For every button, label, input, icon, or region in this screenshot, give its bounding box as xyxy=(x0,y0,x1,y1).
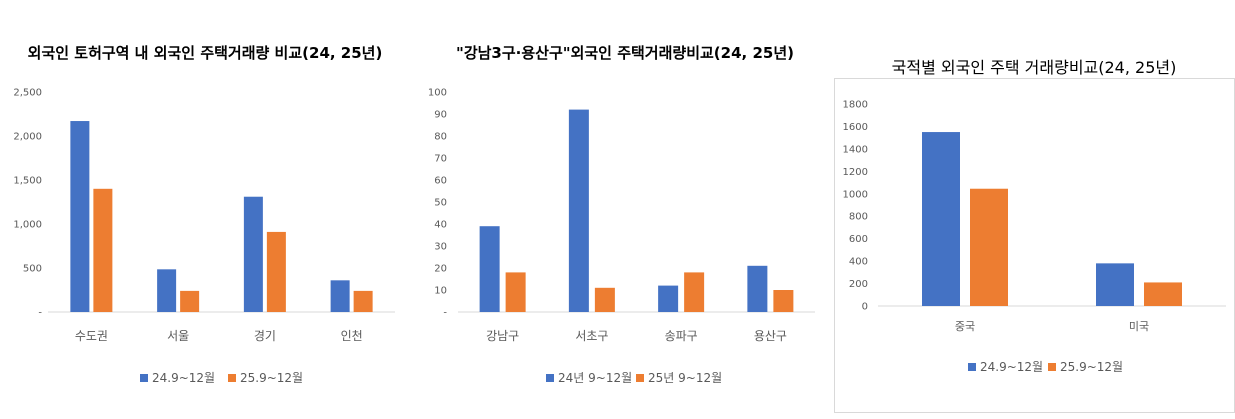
legend-swatch xyxy=(636,374,644,382)
bar-series1 xyxy=(568,109,589,312)
x-category-label: 용산구 xyxy=(754,329,787,343)
y-tick-label: 60 xyxy=(434,176,447,187)
y-tick-label: 80 xyxy=(434,132,447,143)
bar-series2 xyxy=(684,272,705,312)
x-category-label: 송파구 xyxy=(665,329,698,343)
y-tick-label: 70 xyxy=(434,154,447,165)
chart-svg-gangnam3-yongsan: "강남3구·용산구"외국인 주택거래량비교(24, 25년) - 10 20 30 40 5… xyxy=(428,44,815,385)
y-tick-label: 100 xyxy=(428,88,447,99)
legend-label: 25.9~12월 xyxy=(1060,360,1123,374)
y-tick-label: 30 xyxy=(434,242,447,253)
bar-series1 xyxy=(922,132,960,306)
bar-series1 xyxy=(658,285,679,312)
y-tick-label: 1200 xyxy=(843,167,868,178)
bar-series2 xyxy=(594,287,615,312)
y-tick-label: 2,500 xyxy=(13,88,42,99)
legend-label: 25.9~12월 xyxy=(240,371,303,385)
bar-series1 xyxy=(747,265,768,312)
bar-series1 xyxy=(1096,263,1134,306)
x-category-label: 수도권 xyxy=(75,329,108,343)
y-tick-label: 800 xyxy=(849,212,868,223)
bar-series1 xyxy=(479,226,500,312)
x-category-label: 경기 xyxy=(254,329,276,343)
bar-series2 xyxy=(93,188,113,312)
x-category-label: 인천 xyxy=(341,328,363,343)
y-tick-label: 600 xyxy=(849,234,868,245)
bar-series1 xyxy=(330,280,350,312)
legend-label: 24년 9~12월 xyxy=(558,371,632,385)
x-category-label: 강남구 xyxy=(486,329,519,343)
y-tick-label: 50 xyxy=(434,198,447,209)
chart-svg-by-nationality: 국적별 외국인 주택 거래량비교(24, 25년) 0 200 400 600 800 10… xyxy=(843,58,1226,374)
y-tick-label: 500 xyxy=(23,264,42,275)
y-tick-label: 1000 xyxy=(843,189,868,200)
legend-label: 24.9~12월 xyxy=(980,360,1043,374)
chart-svg-foreign-permit-zone: 외국인 토허구역 내 외국인 주택거래량 비교(24, 25년) - 500 1,00… xyxy=(13,44,395,385)
legend-swatch xyxy=(228,374,236,382)
legend-label: 24.9~12월 xyxy=(152,371,215,385)
chart-panel-foreign-permit-zone: 외국인 토허구역 내 외국인 주택거래량 비교(24, 25년) - 500 1,00… xyxy=(0,0,410,419)
chart-title: 외국인 토허구역 내 외국인 주택거래량 비교(24, 25년) xyxy=(28,44,383,62)
y-tick-label: 2,000 xyxy=(13,132,42,143)
y-tick-label: 1400 xyxy=(843,144,868,155)
y-tick-label: 1,500 xyxy=(13,176,42,187)
legend-swatch xyxy=(546,374,554,382)
legend-swatch xyxy=(140,374,148,382)
bar-series2 xyxy=(970,188,1008,306)
legend-swatch xyxy=(1048,363,1056,371)
chart-panel-gangnam3-yongsan: "강남3구·용산구"외국인 주택거래량비교(24, 25년) - 10 20 30 40 5… xyxy=(410,0,830,419)
bar-series1 xyxy=(157,269,177,312)
x-category-label: 미국 xyxy=(1129,320,1149,333)
bar-series1 xyxy=(70,121,90,312)
y-tick-label: 1,000 xyxy=(13,220,42,231)
x-category-label: 서울 xyxy=(167,329,189,343)
x-category-label: 중국 xyxy=(955,320,975,333)
bar-series2 xyxy=(505,272,526,312)
y-tick-label: 1600 xyxy=(843,122,868,133)
y-tick-label: 1800 xyxy=(843,100,868,111)
y-tick-label: - xyxy=(38,308,42,319)
y-tick-label: - xyxy=(443,308,447,319)
bar-series2 xyxy=(1144,282,1182,306)
y-tick-label: 200 xyxy=(849,279,868,290)
bar-series2 xyxy=(353,290,373,312)
y-tick-label: 20 xyxy=(434,264,447,275)
chart-panel-by-nationality: 국적별 외국인 주택 거래량비교(24, 25년) 0 200 400 600 800 10… xyxy=(830,0,1235,419)
bar-series1 xyxy=(243,196,263,312)
y-tick-label: 0 xyxy=(862,302,868,313)
bar-series2 xyxy=(180,290,200,312)
y-tick-label: 90 xyxy=(434,110,447,121)
y-tick-label: 40 xyxy=(434,220,447,231)
legend-label: 25년 9~12월 xyxy=(648,371,722,385)
y-tick-label: 10 xyxy=(434,286,447,297)
y-tick-label: 400 xyxy=(849,257,868,268)
chart-title: "강남3구·용산구"외국인 주택거래량비교(24, 25년) xyxy=(456,44,794,62)
x-category-label: 서초구 xyxy=(575,329,608,343)
legend-swatch xyxy=(968,363,976,371)
chart-title: 국적별 외국인 주택 거래량비교(24, 25년) xyxy=(892,58,1177,77)
bar-series2 xyxy=(266,231,286,312)
bar-series2 xyxy=(773,290,794,312)
